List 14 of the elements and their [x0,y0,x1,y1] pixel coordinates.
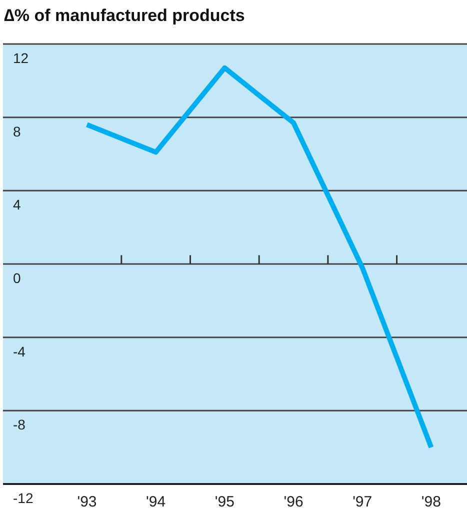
chart-title: ∆% of manufactured products [4,6,245,26]
y-tick-label: -12 [13,490,34,506]
x-tick-label: '95 [214,494,234,511]
y-tick-label: -4 [13,343,26,360]
y-tick-label: 12 [13,50,29,66]
x-tick-label: '93 [77,494,97,511]
y-tick-label: 8 [13,123,21,140]
y-tick-label: 0 [13,270,21,286]
x-tick-label: '94 [146,494,166,511]
x-tick-label: '97 [352,494,372,511]
y-tick-label: -8 [13,416,26,433]
x-tick-label: '98 [421,494,441,511]
y-tick-label: 4 [13,196,21,213]
x-tick-label: '96 [284,494,304,511]
